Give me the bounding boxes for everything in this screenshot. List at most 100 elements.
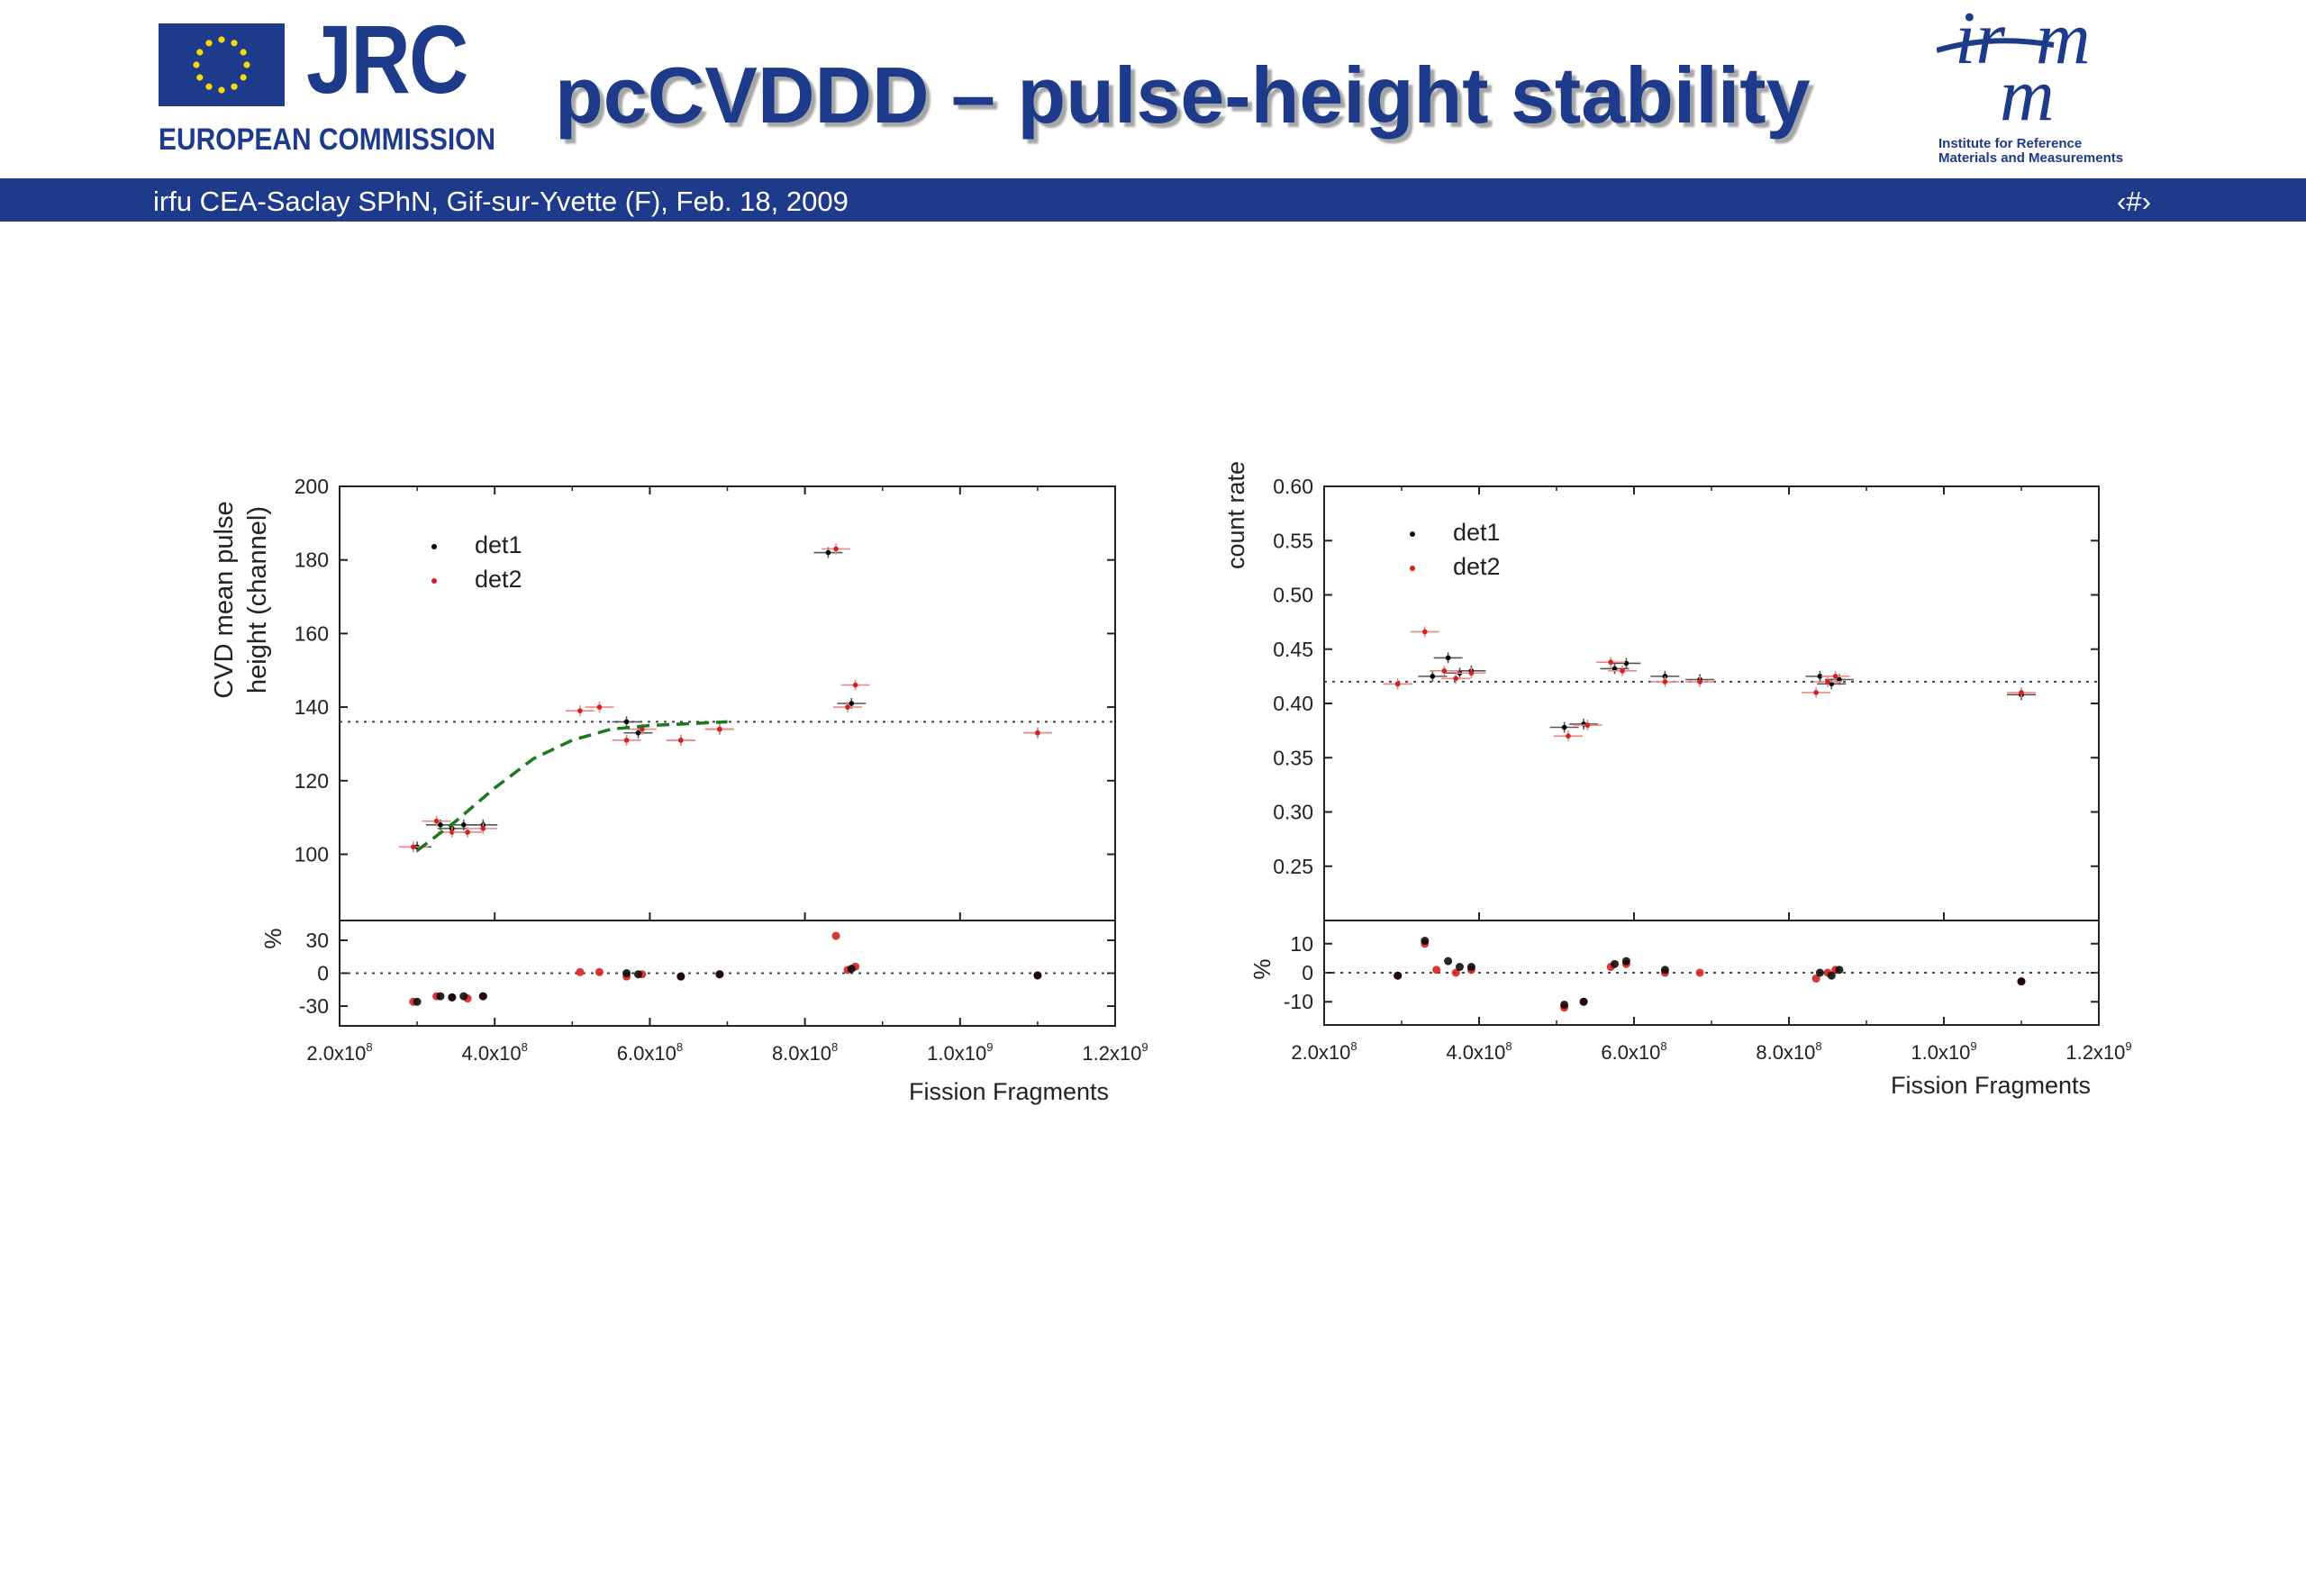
x-tick-exponent: 9 bbox=[1141, 1040, 1148, 1054]
data-point-det2 bbox=[1802, 686, 1831, 698]
eu-star-icon bbox=[205, 83, 213, 90]
y-tick-label: 140 bbox=[295, 695, 329, 719]
x-tick-exponent: 9 bbox=[986, 1040, 993, 1054]
chart1-ylabel-line2: height (channel) bbox=[243, 506, 272, 694]
marker-det1 bbox=[1561, 724, 1567, 730]
y-tick-label: 100 bbox=[295, 842, 329, 866]
legend-label-det1: det1 bbox=[1453, 519, 1501, 546]
data-point-det1 bbox=[1549, 721, 1579, 733]
x-tick-exponent: 8 bbox=[1350, 1039, 1357, 1053]
data-point-det2 bbox=[1813, 676, 1842, 687]
residual-y-tick-label: 0 bbox=[317, 962, 329, 985]
y-tick-label: 0.40 bbox=[1273, 692, 1313, 715]
eu-star-icon bbox=[218, 36, 225, 43]
marker-det1 bbox=[1829, 681, 1835, 687]
marker-det2 bbox=[717, 726, 722, 732]
marker-det2 bbox=[410, 844, 416, 850]
jrc-logo-text: JRC bbox=[306, 5, 468, 113]
residual-point-det1 bbox=[676, 972, 685, 981]
x-tick-mantissa: 1.0x10 bbox=[1911, 1041, 1970, 1064]
marker-det1 bbox=[1662, 674, 1668, 679]
data-point-det2 bbox=[704, 723, 734, 735]
eu-star-icon bbox=[240, 74, 247, 81]
count-rate-chart: count rate % Fission Fragments 2.0x108 4.… bbox=[1225, 461, 2132, 1099]
marker-det1 bbox=[825, 549, 831, 556]
irmm-subtitle-line1: Institute for Reference bbox=[1938, 136, 2083, 151]
x-tick-exponent: 9 bbox=[1970, 1039, 1976, 1053]
marker-det2 bbox=[1566, 733, 1571, 739]
legend-marker-det1 bbox=[431, 544, 437, 549]
fit-curve bbox=[416, 720, 728, 852]
residual-point-det2 bbox=[831, 931, 840, 940]
data-point-det2 bbox=[1457, 667, 1486, 679]
residual-point-det1 bbox=[1466, 963, 1475, 972]
data-point-det2 bbox=[666, 734, 695, 746]
residual-point-det2 bbox=[1432, 966, 1441, 975]
data-point-det2 bbox=[453, 826, 483, 838]
marker-det2 bbox=[449, 830, 455, 835]
data-point-det2 bbox=[1608, 665, 1638, 676]
x-tick-label: 1.2x109 bbox=[2065, 1039, 2131, 1064]
marker-det2 bbox=[480, 826, 486, 831]
x-tick-exponent: 8 bbox=[1505, 1039, 1512, 1053]
marker-det1 bbox=[1611, 666, 1618, 672]
marker-det2 bbox=[852, 682, 858, 688]
residual-point-det1 bbox=[1827, 971, 1836, 980]
residual-point-det2 bbox=[1811, 974, 1820, 983]
y-tick-label: 0.60 bbox=[1273, 475, 1313, 498]
eu-star-icon bbox=[193, 61, 200, 68]
irmm-subtitle: Institute for Reference Materials and Me… bbox=[1938, 137, 2173, 166]
residual-y-tick-label: 0 bbox=[1302, 961, 1313, 984]
x-tick-mantissa: 4.0x10 bbox=[462, 1042, 522, 1065]
eu-star-icon bbox=[205, 40, 213, 47]
residual-point-det1 bbox=[1621, 957, 1630, 966]
marker-det1 bbox=[623, 719, 630, 725]
data-point-det2 bbox=[1383, 678, 1412, 690]
data-point-det2 bbox=[565, 705, 595, 717]
x-tick-mantissa: 8.0x10 bbox=[1756, 1041, 1815, 1064]
x-tick-label: 4.0x108 bbox=[462, 1040, 528, 1065]
irmm-subtitle-line2: Materials and Measurements bbox=[1938, 150, 2124, 166]
data-point-det2 bbox=[1553, 730, 1583, 742]
residual-point-det1 bbox=[1835, 966, 1844, 975]
data-point-det2 bbox=[1650, 676, 1680, 687]
data-point-det2 bbox=[1573, 720, 1602, 731]
eu-flag-icon bbox=[159, 23, 285, 106]
chart1-residual-ylabel: % bbox=[259, 928, 286, 948]
residual-point-det1 bbox=[448, 993, 457, 1002]
x-tick-exponent: 8 bbox=[676, 1040, 683, 1054]
x-tick-label: 8.0x108 bbox=[1756, 1039, 1821, 1064]
x-tick-label: 8.0x108 bbox=[772, 1040, 838, 1065]
data-point-det2 bbox=[822, 543, 851, 555]
y-tick-label: 180 bbox=[295, 549, 329, 572]
data-point-det2 bbox=[1685, 676, 1715, 687]
residual-point-det1 bbox=[847, 965, 856, 974]
main-plot-frame bbox=[1323, 485, 2100, 921]
x-tick-label: 1.2x109 bbox=[1082, 1040, 1148, 1065]
marker-det2 bbox=[833, 546, 839, 552]
legend-label-det1: det1 bbox=[475, 531, 522, 558]
marker-det2 bbox=[1662, 679, 1668, 685]
residual-point-det1 bbox=[1815, 968, 1824, 977]
y-tick-label: 0.45 bbox=[1273, 638, 1313, 661]
irmm-logo-icon: ir m m bbox=[1937, 7, 2091, 124]
residual-point-det1 bbox=[2017, 977, 2026, 986]
residual-point-det1 bbox=[1611, 959, 1619, 968]
residual-point-det2 bbox=[595, 967, 604, 976]
legend-label-det2: det2 bbox=[475, 566, 522, 593]
marker-det2 bbox=[596, 704, 603, 710]
residual-point-det1 bbox=[1560, 1000, 1569, 1009]
residual-point-det1 bbox=[1456, 963, 1464, 972]
eu-star-icon bbox=[231, 83, 238, 90]
x-tick-mantissa: 1.2x10 bbox=[2065, 1041, 2125, 1064]
x-tick-exponent: 8 bbox=[522, 1040, 528, 1054]
eu-star-icon bbox=[240, 49, 247, 56]
residual-point-det1 bbox=[413, 997, 422, 1006]
chart2-ylabel: count rate bbox=[1225, 461, 1249, 569]
x-tick-mantissa: 8.0x10 bbox=[772, 1042, 831, 1065]
data-point-det2 bbox=[1410, 626, 1439, 638]
marker-det1 bbox=[1837, 676, 1842, 683]
x-tick-exponent: 8 bbox=[1815, 1039, 1821, 1053]
x-tick-mantissa: 2.0x10 bbox=[306, 1042, 366, 1065]
marker-det1 bbox=[1817, 674, 1823, 679]
